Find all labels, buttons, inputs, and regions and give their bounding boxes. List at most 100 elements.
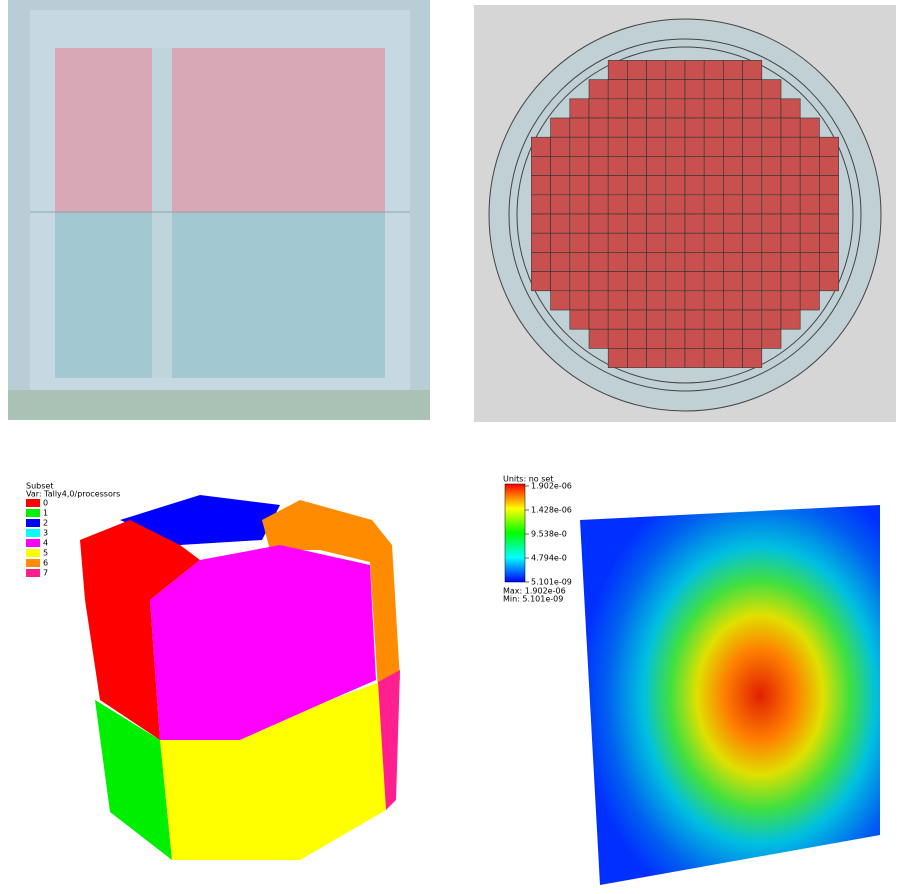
fuel-cell xyxy=(646,252,667,272)
fuel-cell xyxy=(703,232,724,253)
fuel-cell xyxy=(569,309,590,330)
fuel-cell xyxy=(703,213,724,234)
fuel-cell xyxy=(627,252,647,272)
colorbar-label: 9.538e-0 xyxy=(531,530,567,539)
fuel-cell xyxy=(723,60,743,80)
legend-label: 3 xyxy=(43,529,48,538)
fuel-cell xyxy=(607,175,628,196)
fuel-cell xyxy=(607,79,628,100)
fuel-cell xyxy=(819,136,839,157)
min: Min: 5.101e-09 xyxy=(503,595,563,604)
fuel-cell xyxy=(588,309,609,330)
fuel-cell xyxy=(723,175,743,196)
fuel-cell xyxy=(761,328,782,349)
fuel-cell xyxy=(684,213,705,234)
fuel-cell xyxy=(646,328,667,349)
fuel-cell xyxy=(627,156,647,176)
legend-swatch xyxy=(26,499,40,507)
fuel-cell xyxy=(780,309,801,330)
fuel-cell xyxy=(607,252,628,272)
fuel-cell xyxy=(799,213,820,234)
fuel-cell xyxy=(588,98,609,119)
fuel-cell xyxy=(723,136,743,157)
fuel-cell xyxy=(627,348,647,368)
fuel-cell xyxy=(531,175,551,196)
legend-label: 7 xyxy=(43,569,48,578)
fuel-cell xyxy=(684,252,705,272)
processor-view: Subset Var: Tally4,0/processors xyxy=(26,482,400,860)
fuel-cell xyxy=(742,60,763,80)
region xyxy=(160,682,386,860)
fuel-cell xyxy=(684,328,705,349)
fuel-cell xyxy=(588,156,609,176)
fuel-cell xyxy=(742,290,763,311)
fuel-cell xyxy=(799,117,820,138)
fuel-cell xyxy=(684,290,705,311)
fuel-cell xyxy=(742,175,763,196)
colorbar-label: 4.794e-0 xyxy=(531,554,567,563)
fuel-cell xyxy=(646,232,667,253)
fuel-cell xyxy=(588,328,609,349)
fuel-cell xyxy=(703,136,724,157)
fuel-cell xyxy=(799,194,820,215)
fuel-cell xyxy=(780,213,801,234)
fuel-cell xyxy=(569,156,590,176)
fuel-cell xyxy=(665,328,686,349)
fuel-cell xyxy=(627,136,647,157)
region xyxy=(150,545,376,740)
fuel-cell xyxy=(550,156,571,176)
flux-view: Units: no set Max: 1.902e-06 Min: 5.101e… xyxy=(503,475,880,885)
fuel-cell xyxy=(665,348,686,368)
fuel-cell xyxy=(607,309,628,330)
fuel-cell xyxy=(742,156,763,176)
fuel-cell xyxy=(627,194,647,215)
fuel-cell xyxy=(684,117,705,138)
fuel-cell xyxy=(780,98,801,119)
fuel-cell xyxy=(761,213,782,234)
fuel-cell xyxy=(665,232,686,253)
fuel-cell xyxy=(569,252,590,272)
fuel-cell xyxy=(588,213,609,234)
top-view xyxy=(474,5,896,422)
fuel-cell xyxy=(742,328,763,349)
fuel-cell xyxy=(723,290,743,311)
fuel-cell xyxy=(684,348,705,368)
fuel-cell xyxy=(665,175,686,196)
fuel-cell xyxy=(627,290,647,311)
fuel-cell xyxy=(742,136,763,157)
fuel-cell xyxy=(665,290,686,311)
legend-label: 2 xyxy=(43,519,48,528)
colorbar-label: 1.902e-06 xyxy=(531,482,572,491)
fuel-cell xyxy=(627,79,647,100)
fuel-cell xyxy=(588,232,609,253)
legend-swatch xyxy=(26,539,40,547)
fuel-cell xyxy=(627,328,647,349)
legend-label: 5 xyxy=(43,549,48,558)
fuel-cell xyxy=(742,348,763,368)
fuel-cell xyxy=(799,232,820,253)
fuel-cell xyxy=(819,232,839,253)
fuel-cell xyxy=(723,213,743,234)
fuel-cell xyxy=(607,232,628,253)
fuel-cell xyxy=(819,213,839,234)
fuel-cell xyxy=(723,309,743,330)
fuel-cell xyxy=(761,232,782,253)
fuel-cell xyxy=(607,194,628,215)
fuel-cell xyxy=(761,175,782,196)
fuel-cell xyxy=(761,117,782,138)
fuel-cell xyxy=(742,194,763,215)
fuel-cell xyxy=(550,136,571,157)
max: Max: 1.902e-06 xyxy=(503,587,566,596)
fuel-cell xyxy=(607,328,628,349)
fuel-cell xyxy=(550,117,571,138)
fuel-cell xyxy=(569,271,590,292)
fuel-cell xyxy=(799,175,820,196)
fuel-cell xyxy=(703,290,724,311)
lower-region xyxy=(55,213,385,378)
legend-swatch xyxy=(26,549,40,557)
fuel-cell xyxy=(569,136,590,157)
fuel-cell xyxy=(607,117,628,138)
fuel-cell xyxy=(780,136,801,157)
fuel-cell xyxy=(761,136,782,157)
fuel-cell xyxy=(607,156,628,176)
